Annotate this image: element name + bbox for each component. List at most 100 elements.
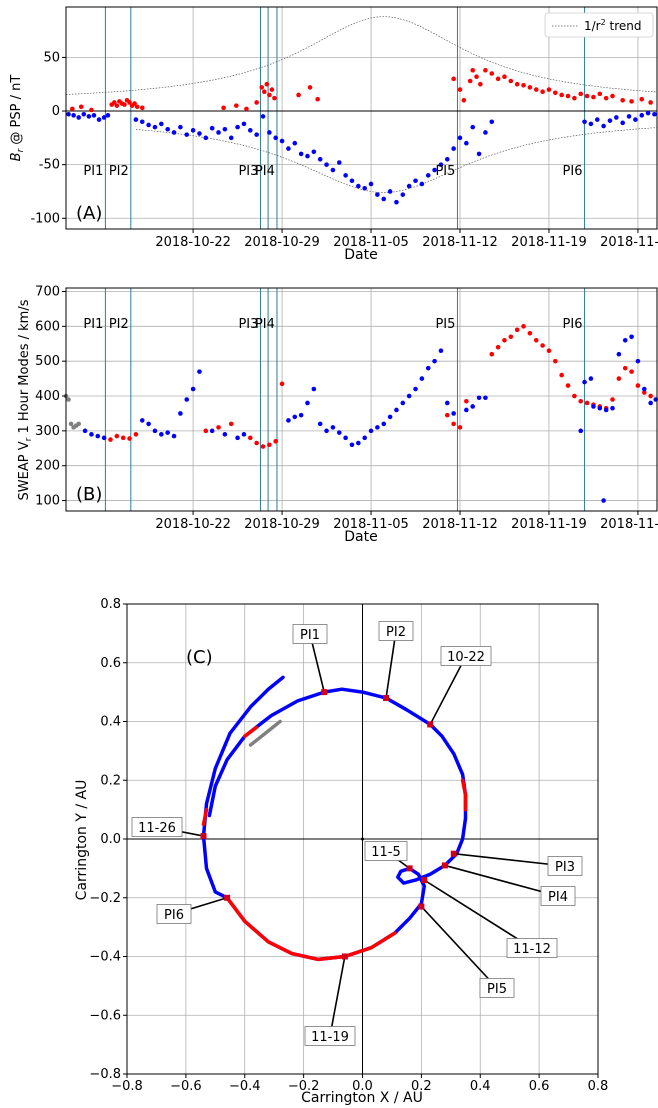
callout-leader bbox=[423, 879, 533, 949]
x-tick-label: 2018-10-22 bbox=[155, 517, 231, 532]
panel-a-label: (A) bbox=[76, 203, 102, 224]
data-point bbox=[508, 334, 514, 340]
callout-point-marker bbox=[321, 689, 328, 696]
y-tick-label: -100 bbox=[30, 211, 60, 226]
callout-label: PI1 bbox=[300, 628, 320, 643]
data-point bbox=[165, 430, 170, 435]
data-point bbox=[66, 397, 71, 402]
data-point bbox=[108, 437, 113, 442]
pi-label: PI6 bbox=[563, 164, 583, 179]
data-point bbox=[122, 102, 127, 107]
data-point bbox=[298, 151, 304, 157]
data-point bbox=[648, 393, 653, 399]
panel-b-y-ticks: 100 200 300 400 500 600 700 bbox=[35, 284, 66, 509]
data-point bbox=[629, 334, 634, 340]
callout-point-marker bbox=[450, 850, 457, 857]
data-point bbox=[597, 405, 603, 411]
data-point bbox=[533, 337, 539, 343]
data-point bbox=[514, 81, 520, 87]
panel-c-ylabel: Carrington Y / AU bbox=[74, 780, 90, 901]
data-point bbox=[91, 113, 97, 118]
y-tick-label: 0 bbox=[52, 104, 60, 119]
data-point bbox=[209, 428, 215, 434]
y-tick-label: 100 bbox=[35, 494, 60, 509]
data-point bbox=[216, 425, 221, 430]
data-point bbox=[336, 430, 342, 435]
data-point bbox=[315, 96, 320, 102]
callout-label: PI3 bbox=[555, 860, 575, 875]
panel-a-xlabel: Date bbox=[344, 247, 377, 263]
data-point bbox=[635, 358, 641, 364]
data-point bbox=[311, 149, 317, 155]
panel-a-legend-label-post: trend bbox=[606, 19, 642, 33]
callout-box bbox=[131, 817, 183, 837]
data-point bbox=[616, 376, 622, 381]
data-point bbox=[146, 421, 151, 427]
data-point bbox=[307, 85, 313, 90]
data-point bbox=[356, 440, 361, 446]
data-point bbox=[95, 433, 101, 439]
data-point bbox=[626, 114, 632, 119]
callout-point-marker bbox=[418, 903, 425, 910]
data-point bbox=[286, 418, 291, 423]
pi-label: PI4 bbox=[255, 317, 275, 332]
x-tick-label: 2018-11-26 bbox=[600, 517, 658, 532]
x-tick-label: 2018-10-22 bbox=[155, 235, 231, 250]
data-point bbox=[317, 421, 323, 427]
data-point bbox=[254, 440, 259, 446]
data-point bbox=[134, 104, 140, 110]
data-point bbox=[603, 95, 609, 101]
data-point bbox=[171, 433, 177, 439]
data-point bbox=[648, 100, 653, 105]
x-tick-label: −0.6 bbox=[170, 1079, 202, 1094]
data-point bbox=[273, 439, 279, 444]
data-point bbox=[438, 162, 444, 167]
data-point bbox=[610, 405, 615, 411]
callout-leader bbox=[429, 655, 467, 725]
data-point bbox=[546, 87, 552, 92]
data-point bbox=[343, 435, 348, 441]
trajectory-segment bbox=[207, 687, 468, 962]
trajectory-segment bbox=[201, 675, 285, 900]
data-point bbox=[444, 156, 450, 162]
callout-point-marker bbox=[441, 862, 448, 869]
data-point bbox=[101, 435, 107, 441]
data-point bbox=[413, 178, 418, 184]
panel-c-x-ticks: −0.8 −0.6 −0.4 −0.2 0.0 0.2 0.4 0.6 0.8 bbox=[111, 1074, 608, 1094]
data-point bbox=[559, 92, 564, 98]
data-point bbox=[368, 428, 374, 434]
data-point bbox=[267, 130, 272, 135]
data-point bbox=[629, 99, 634, 104]
pi-label: PI5 bbox=[435, 317, 455, 332]
data-point bbox=[222, 126, 228, 132]
data-point bbox=[578, 428, 584, 434]
x-tick-label: 2018-11-05 bbox=[333, 517, 409, 532]
data-point bbox=[527, 330, 533, 336]
data-point bbox=[387, 414, 393, 420]
data-point bbox=[394, 199, 399, 205]
trajectory-red-segment bbox=[201, 807, 209, 827]
x-tick-label: 2018-10-29 bbox=[244, 235, 320, 250]
data-point bbox=[269, 87, 275, 92]
data-point bbox=[259, 85, 265, 90]
callout-point-marker bbox=[200, 833, 207, 840]
callout-label: PI2 bbox=[386, 625, 406, 640]
data-point bbox=[279, 138, 285, 144]
callout-label: 10-22 bbox=[447, 650, 485, 665]
data-point bbox=[616, 351, 622, 357]
panel-a-legend-box bbox=[544, 12, 654, 38]
panel-b-grid bbox=[66, 288, 657, 511]
data-point bbox=[622, 337, 628, 343]
data-point bbox=[133, 432, 139, 437]
data-point bbox=[578, 91, 584, 97]
data-point bbox=[483, 67, 488, 73]
callout-box bbox=[547, 856, 583, 876]
data-point bbox=[76, 421, 82, 427]
data-point bbox=[406, 183, 412, 189]
data-point bbox=[413, 386, 418, 392]
data-point bbox=[82, 428, 88, 434]
data-point bbox=[457, 425, 463, 430]
data-point bbox=[476, 395, 482, 401]
x-tick-label: 2018-11-19 bbox=[511, 517, 587, 532]
